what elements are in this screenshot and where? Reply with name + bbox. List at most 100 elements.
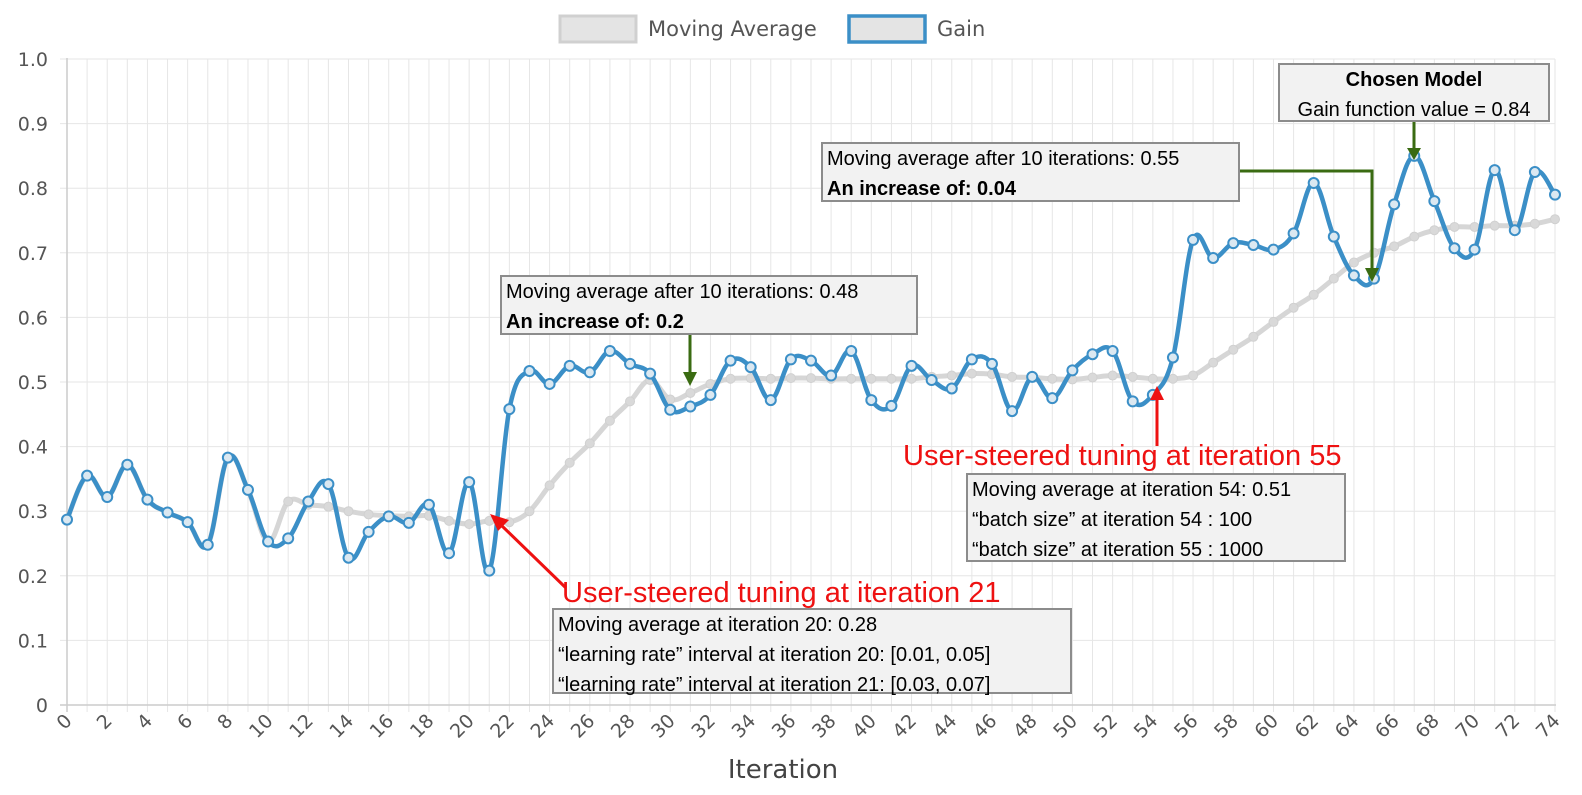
gain-point[interactable] [1528, 166, 1541, 179]
gain-point[interactable] [845, 344, 858, 357]
moving-average-point[interactable] [625, 396, 636, 407]
moving-average-point[interactable] [1167, 373, 1178, 384]
gain-point[interactable] [1347, 269, 1360, 282]
gain-point[interactable] [443, 547, 456, 560]
gain-point[interactable] [825, 369, 838, 382]
moving-average-point[interactable] [283, 496, 294, 507]
gain-point[interactable] [1549, 188, 1561, 201]
gain-point[interactable] [1106, 344, 1119, 357]
moving-average-point[interactable] [1268, 316, 1279, 327]
moving-average-point[interactable] [604, 415, 615, 426]
moving-average-point[interactable] [765, 373, 776, 384]
moving-average-point[interactable] [524, 506, 535, 517]
legend-swatch-gain[interactable] [847, 14, 927, 44]
gain-point[interactable] [282, 532, 295, 545]
gain-point[interactable] [1448, 242, 1461, 255]
moving-average-point[interactable] [343, 506, 354, 517]
gain-point[interactable] [1488, 164, 1501, 177]
gain-point[interactable] [101, 490, 114, 503]
moving-average-point[interactable] [363, 509, 374, 520]
moving-average-point[interactable] [1047, 373, 1058, 384]
moving-average-point[interactable] [1127, 371, 1138, 382]
gain-point[interactable] [1166, 351, 1179, 364]
gain-point[interactable] [1227, 237, 1240, 250]
moving-average-point[interactable] [1007, 371, 1018, 382]
moving-average-point[interactable] [1328, 273, 1339, 284]
moving-average-point[interactable] [1147, 373, 1158, 384]
moving-average-point[interactable] [1409, 231, 1420, 242]
moving-average-point[interactable] [584, 438, 595, 449]
gain-point[interactable] [1006, 405, 1019, 418]
moving-average-point[interactable] [886, 373, 897, 384]
moving-average-point[interactable] [1288, 302, 1299, 313]
gain-point[interactable] [463, 476, 476, 489]
gain-point[interactable] [1046, 392, 1059, 405]
gain-point[interactable] [563, 359, 576, 372]
gain-point[interactable] [1327, 230, 1340, 243]
gain-point[interactable] [161, 506, 174, 519]
gain-point[interactable] [965, 353, 978, 366]
gain-point[interactable] [1307, 177, 1320, 190]
gain-point[interactable] [61, 513, 73, 526]
gain-point[interactable] [624, 357, 637, 370]
moving-average-point[interactable] [544, 480, 555, 491]
moving-average-point[interactable] [1087, 372, 1098, 383]
moving-average-point[interactable] [1107, 370, 1118, 381]
moving-average-point[interactable] [846, 373, 857, 384]
moving-average-point[interactable] [1529, 218, 1540, 229]
gain-point[interactable] [1267, 243, 1280, 256]
gain-point[interactable] [422, 498, 435, 511]
gain-point[interactable] [81, 469, 94, 482]
gain-point[interactable] [1207, 251, 1220, 264]
gain-point[interactable] [805, 354, 817, 367]
moving-average-point[interactable] [1429, 225, 1440, 236]
moving-average-point[interactable] [966, 368, 977, 379]
moving-average-point[interactable] [464, 519, 475, 530]
moving-average-point[interactable] [866, 373, 877, 384]
gain-point[interactable] [704, 388, 717, 401]
moving-average-point[interactable] [1208, 357, 1219, 368]
gain-point[interactable] [543, 377, 556, 390]
gain-point[interactable] [1187, 233, 1200, 246]
gain-point[interactable] [925, 374, 938, 387]
gain-point[interactable] [764, 394, 777, 407]
gain-point[interactable] [1287, 227, 1300, 240]
moving-average-point[interactable] [1308, 289, 1319, 300]
moving-average-point[interactable] [1389, 241, 1400, 252]
gain-point[interactable] [402, 516, 415, 529]
gain-point[interactable] [322, 478, 335, 491]
legend[interactable]: Moving Average Gain [558, 14, 985, 44]
gain-point[interactable] [985, 357, 998, 370]
gain-point[interactable] [141, 493, 154, 506]
moving-average-point[interactable] [564, 457, 575, 468]
moving-average-point[interactable] [323, 501, 334, 512]
moving-average-point[interactable] [1348, 257, 1359, 268]
gain-point[interactable] [262, 535, 275, 548]
gain-point[interactable] [1468, 243, 1481, 256]
gain-point[interactable] [221, 451, 234, 464]
moving-average-point[interactable] [685, 387, 696, 398]
moving-average-point[interactable] [1489, 220, 1500, 231]
gain-point[interactable] [684, 400, 697, 413]
gain-point[interactable] [1126, 395, 1139, 408]
gain-point[interactable] [945, 382, 958, 395]
gain-point[interactable] [664, 403, 677, 416]
legend-label-moving-average[interactable]: Moving Average [648, 17, 817, 41]
gain-point[interactable] [1428, 195, 1441, 208]
gain-point[interactable] [905, 359, 918, 372]
gain-point[interactable] [342, 551, 355, 564]
gain-point[interactable] [121, 458, 134, 471]
gain-point[interactable] [1086, 348, 1099, 361]
moving-average-point[interactable] [1449, 221, 1460, 232]
moving-average-point[interactable] [1188, 370, 1199, 381]
moving-average-point[interactable] [725, 373, 736, 384]
moving-average-point[interactable] [906, 373, 917, 384]
gain-point[interactable] [1066, 364, 1079, 377]
gain-point[interactable] [503, 403, 516, 416]
moving-average-point[interactable] [1228, 344, 1239, 355]
gain-point[interactable] [302, 495, 315, 508]
moving-average-point[interactable] [806, 373, 816, 384]
gain-point[interactable] [865, 394, 878, 407]
legend-label-gain[interactable]: Gain [937, 17, 985, 41]
gain-point[interactable] [1026, 370, 1039, 383]
